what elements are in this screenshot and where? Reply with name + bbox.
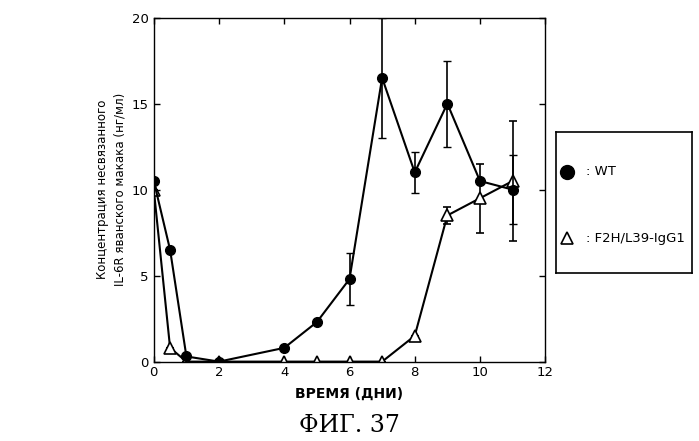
Text: : F2H/L39-IgG1: : F2H/L39-IgG1 bbox=[586, 232, 684, 245]
Text: ФИГ. 37: ФИГ. 37 bbox=[299, 414, 400, 437]
X-axis label: ВРЕМЯ (ДНИ): ВРЕМЯ (ДНИ) bbox=[296, 386, 403, 400]
Text: : WT: : WT bbox=[586, 165, 616, 178]
Y-axis label: Концентрация несвязанного
IL-6R яванского макака (нг/мл): Концентрация несвязанного IL-6R яванског… bbox=[96, 93, 127, 286]
